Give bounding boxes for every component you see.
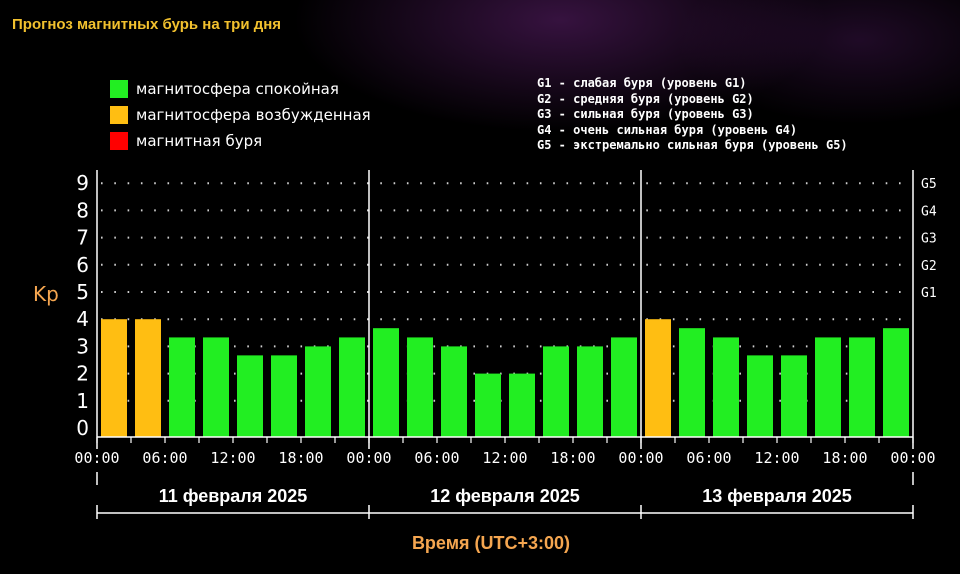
x-tick-label: 18:00 — [550, 449, 595, 467]
bar — [135, 319, 161, 437]
g-level-label: G5 — [921, 177, 937, 192]
x-tick-label: 00:00 — [618, 449, 663, 467]
g-level-label: G3 — [921, 232, 937, 247]
y-tick-label: 6 — [76, 253, 89, 277]
x-tick-label: 06:00 — [686, 449, 731, 467]
day-label: 13 февраля 2025 — [702, 486, 852, 506]
bar — [883, 328, 909, 437]
color-legend: магнитосфера спокойная магнитосфера возб… — [110, 76, 371, 154]
bar — [781, 355, 807, 437]
y-tick-label: 4 — [76, 307, 89, 331]
x-tick-label: 00:00 — [74, 449, 119, 467]
bar — [645, 319, 671, 437]
x-tick-label: 00:00 — [346, 449, 391, 467]
g-legend-g5: G5 - экстремально сильная буря (уровень … — [537, 138, 848, 153]
legend-item-excited: магнитосфера возбужденная — [110, 102, 371, 128]
y-tick-label: 8 — [76, 198, 89, 222]
bar — [577, 346, 603, 437]
x-tick-label: 00:00 — [890, 449, 935, 467]
y-tick-label: 0 — [76, 416, 89, 440]
x-tick-label: 18:00 — [822, 449, 867, 467]
x-axis-label: Время (UTC+3:00) — [412, 533, 570, 553]
bar — [713, 337, 739, 437]
day-label: 12 февраля 2025 — [430, 486, 580, 506]
bar — [849, 337, 875, 437]
g-legend-g1: G1 - слабая буря (уровень G1) — [537, 76, 747, 90]
x-tick-label: 12:00 — [482, 449, 527, 467]
bar — [679, 328, 705, 437]
bar — [237, 355, 263, 437]
x-tick-label: 06:00 — [142, 449, 187, 467]
g-legend-g4: G4 - очень сильная буря (уровень G4) — [537, 122, 798, 137]
bar — [305, 346, 331, 437]
bar — [407, 337, 433, 437]
x-tick-label: 06:00 — [414, 449, 459, 467]
legend-swatch-quiet — [110, 80, 128, 98]
bar — [611, 337, 637, 437]
y-tick-label: 3 — [76, 334, 89, 358]
bar — [475, 373, 501, 437]
bar — [101, 319, 127, 437]
g-level-label: G2 — [921, 259, 937, 274]
bar — [169, 337, 195, 437]
bar — [373, 328, 399, 437]
bar — [339, 337, 365, 437]
legend-swatch-excited — [110, 106, 128, 124]
bar — [747, 355, 773, 437]
bar — [543, 346, 569, 437]
legend-label-storm: магнитная буря — [136, 132, 263, 150]
bar — [203, 337, 229, 437]
x-tick-label: 18:00 — [278, 449, 323, 467]
g-level-label: G4 — [921, 204, 937, 219]
legend-item-quiet: магнитосфера спокойная — [110, 76, 371, 102]
legend-label-quiet: магнитосфера спокойная — [136, 80, 339, 98]
legend-label-excited: магнитосфера возбужденная — [136, 106, 371, 124]
y-tick-label: 2 — [76, 362, 89, 386]
bar — [271, 355, 297, 437]
bar — [441, 346, 467, 437]
y-axis-label: Kp — [33, 282, 59, 306]
page-title: Прогноз магнитных бурь на три дня — [12, 16, 282, 33]
legend-swatch-storm — [110, 132, 128, 150]
y-tick-label: 7 — [76, 226, 89, 250]
y-tick-label: 5 — [76, 280, 89, 304]
legend-item-storm: магнитная буря — [110, 128, 371, 154]
g-legend-g2: G2 - средняя буря (уровень G2) — [537, 91, 754, 106]
x-tick-label: 12:00 — [754, 449, 799, 467]
y-tick-label: 1 — [76, 389, 89, 413]
storm-level-legend: G1 - слабая буря (уровень G1) G2 - средн… — [537, 76, 848, 154]
day-label: 11 февраля 2025 — [159, 486, 308, 506]
g-level-label: G1 — [921, 286, 937, 301]
y-tick-label: 9 — [76, 171, 89, 195]
x-tick-label: 12:00 — [210, 449, 255, 467]
bar — [815, 337, 841, 437]
g-legend-g3: G3 - сильная буря (уровень G3) — [537, 107, 754, 122]
bar — [509, 373, 535, 437]
